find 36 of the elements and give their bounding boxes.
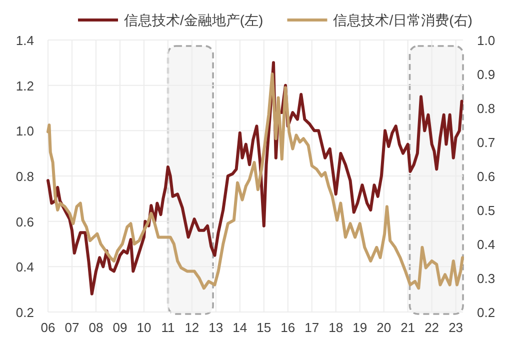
x-tick-label: 11 bbox=[161, 320, 175, 335]
x-tick-label: 09 bbox=[112, 320, 128, 335]
x-tick-label: 07 bbox=[64, 320, 80, 335]
y-tick-label: 0.6 bbox=[16, 214, 34, 230]
x-tick-label: 23 bbox=[448, 320, 464, 335]
x-tick-label: 18 bbox=[328, 320, 344, 335]
legend-label: 信息技术/金融地产(左) bbox=[124, 12, 264, 28]
y2-tick-label: 0.3 bbox=[477, 271, 496, 286]
x-tick-label: 19 bbox=[352, 320, 368, 335]
legend-label: 信息技术/日常消费(右) bbox=[333, 12, 472, 28]
y2-tick-label: 0.2 bbox=[477, 305, 496, 320]
x-tick-label: 13 bbox=[208, 320, 224, 335]
y2-tick-label: 1.0 bbox=[477, 33, 496, 48]
y-tick-label: 1.4 bbox=[16, 33, 34, 48]
y-tick-label: 0.8 bbox=[16, 169, 34, 184]
x-tick-label: 21 bbox=[400, 320, 416, 335]
x-tick-label: 20 bbox=[376, 320, 392, 335]
y-tick-label: 0.4 bbox=[16, 260, 34, 275]
y2-tick-label: 0.5 bbox=[477, 203, 496, 218]
y2-tick-label: 0.8 bbox=[477, 101, 496, 116]
y2-tick-label: 0.7 bbox=[477, 135, 496, 150]
x-tick-label: 14 bbox=[232, 320, 248, 335]
x-tick-label: 12 bbox=[184, 320, 200, 335]
y2-tick-label: 0.9 bbox=[477, 67, 496, 82]
x-tick-label: 15 bbox=[256, 320, 272, 335]
x-tick-label: 22 bbox=[424, 320, 440, 335]
x-tick-label: 06 bbox=[40, 320, 56, 335]
y2-tick-label: 0.6 bbox=[477, 169, 496, 184]
x-tick-label: 10 bbox=[136, 320, 152, 335]
y-tick-label: 1.0 bbox=[16, 124, 34, 139]
y-tick-label: 0.2 bbox=[16, 305, 34, 320]
y-tick-label: 1.2 bbox=[16, 78, 34, 94]
y2-tick-label: 0.4 bbox=[477, 237, 496, 252]
x-tick-label: 17 bbox=[304, 320, 320, 335]
x-tick-label: 16 bbox=[280, 320, 296, 335]
x-tick-label: 08 bbox=[88, 320, 104, 335]
